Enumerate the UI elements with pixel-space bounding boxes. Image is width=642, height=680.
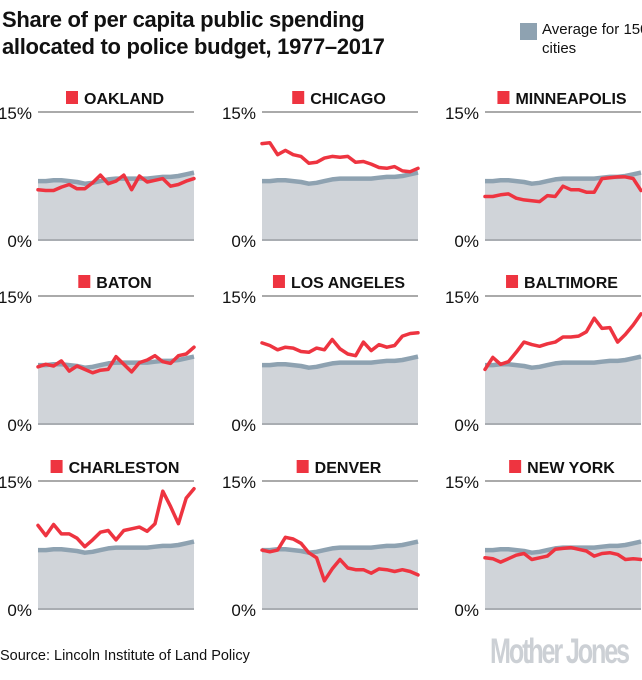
average-area: [485, 172, 641, 240]
y-tick-label: 15%: [222, 104, 256, 123]
city-swatch: [66, 91, 78, 104]
panel-title: BATON: [96, 275, 151, 292]
y-tick-label: 15%: [222, 288, 256, 307]
panel-title: MINNEAPOLIS: [515, 91, 626, 108]
city-swatch: [292, 91, 305, 104]
panel-title: NEW YORK: [527, 460, 615, 477]
average-line: [262, 170, 419, 186]
city-line: [483, 545, 642, 564]
city-swatch: [506, 275, 519, 288]
panel-minneapolis: 15% 0% MINNEAPOLIS: [445, 91, 642, 251]
panel-title: BALTIMORE: [524, 275, 618, 292]
y-tick-label: 0%: [231, 416, 256, 435]
panel-title: LOS ANGELES: [291, 275, 405, 292]
city-swatch: [78, 275, 91, 288]
panel-title: OAKLAND: [84, 91, 164, 108]
city-swatch: [497, 91, 510, 104]
y-tick-label: 15%: [445, 288, 479, 307]
y-tick-label: 0%: [454, 416, 479, 435]
panel-oakland: 15% 0% OAKLAND: [0, 91, 196, 251]
chart-title: Share of per capita public spending allo…: [2, 7, 385, 59]
panel-baton: 15% 0% BATON: [0, 275, 196, 435]
y-tick-label: 15%: [445, 473, 479, 492]
y-tick-label: 0%: [7, 601, 32, 620]
panel-denver: 15% 0% DENVER: [222, 460, 420, 620]
city-line: [260, 140, 420, 174]
panel-title: DENVER: [315, 460, 382, 477]
average-area: [38, 356, 194, 424]
panel-title: CHICAGO: [310, 91, 386, 108]
y-tick-label: 15%: [0, 473, 32, 492]
average-area: [262, 541, 418, 609]
legend-label: Average for 150 cities: [542, 21, 642, 57]
panel-baltimore: 15% 0% BALTIMORE: [445, 275, 642, 435]
city-swatch: [296, 460, 309, 473]
average-area: [262, 172, 418, 240]
logo: Mother Jones: [490, 632, 630, 671]
y-tick-label: 0%: [7, 416, 32, 435]
y-tick-label: 15%: [222, 473, 256, 492]
y-tick-label: 15%: [0, 104, 32, 123]
average-line: [485, 354, 642, 370]
average-line: [262, 539, 419, 555]
city-line: [36, 345, 196, 375]
average-line: [38, 539, 195, 555]
y-tick-label: 0%: [454, 232, 479, 251]
city-line: [36, 486, 196, 549]
city-line: [36, 173, 196, 193]
city-swatch: [50, 460, 63, 473]
city-line: [483, 312, 642, 372]
average-line: [38, 170, 195, 186]
source-note: Source: Lincoln Institute of Land Policy: [0, 648, 250, 664]
average-area: [485, 356, 641, 424]
y-tick-label: 0%: [7, 232, 32, 251]
panel-chicago: 15% 0% CHICAGO: [222, 91, 420, 251]
y-tick-label: 15%: [445, 104, 479, 123]
city-line: [260, 330, 420, 358]
city-line: [260, 535, 420, 583]
panel-new-york: 15% 0% NEW YORK: [445, 460, 642, 620]
y-tick-label: 0%: [454, 601, 479, 620]
legend-swatch-average: [520, 23, 537, 40]
panel-charleston: 15% 0% CHARLESTON: [0, 460, 196, 620]
panel-los-angeles: 15% 0% LOS ANGELES: [222, 275, 420, 435]
city-swatch: [272, 275, 285, 288]
y-tick-label: 0%: [231, 601, 256, 620]
city-line: [483, 175, 642, 204]
average-area: [38, 541, 194, 609]
y-tick-label: 15%: [0, 288, 32, 307]
y-tick-label: 0%: [231, 232, 256, 251]
average-line: [262, 354, 419, 370]
panel-title: CHARLESTON: [69, 460, 180, 477]
average-area: [485, 541, 641, 609]
city-swatch: [509, 460, 522, 473]
average-area: [262, 356, 418, 424]
